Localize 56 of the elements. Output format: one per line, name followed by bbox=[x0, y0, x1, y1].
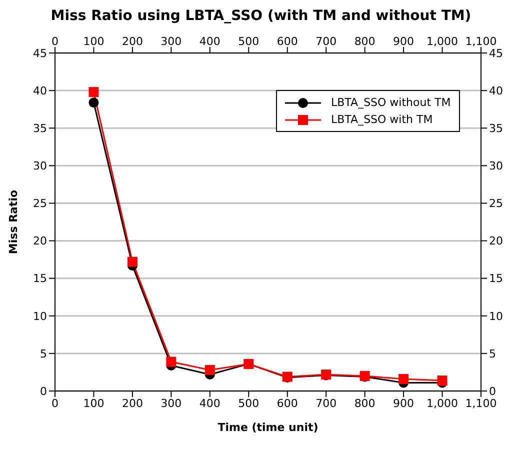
x2-tick-label: 700 bbox=[316, 396, 337, 410]
x-tick-label: 700 bbox=[316, 35, 337, 48]
x-tick-label: 0 bbox=[52, 35, 58, 48]
point bbox=[88, 87, 99, 98]
y2-tick-label: 10 bbox=[489, 310, 503, 323]
y-tick-label: 15 bbox=[33, 272, 47, 286]
y2-tick-label: 45 bbox=[489, 46, 503, 60]
x2-tick-label: 100 bbox=[83, 396, 104, 410]
x2-tick-label: 400 bbox=[199, 396, 220, 410]
x-tick-label: 400 bbox=[199, 35, 220, 48]
point bbox=[88, 98, 99, 108]
y2-tick-label: 0 bbox=[489, 384, 496, 398]
y2-tick-label: 5 bbox=[489, 347, 496, 360]
chart-title: Miss Ratio using LBTA_SSO (with TM and without TM) bbox=[50, 8, 472, 24]
y-axis-title: Miss Ratio bbox=[6, 190, 20, 254]
point bbox=[437, 375, 448, 386]
y-tick-label: 45 bbox=[33, 46, 47, 60]
x2-tick-label: 0 bbox=[52, 396, 58, 410]
x2-tick-label: 500 bbox=[238, 396, 260, 410]
x-tick-label: 600 bbox=[276, 35, 298, 48]
x-axis-title: Time (time unit) bbox=[218, 421, 318, 434]
x-tick-label: 500 bbox=[238, 35, 260, 48]
x2-tick-label: 800 bbox=[354, 396, 376, 410]
x-tick-label: 300 bbox=[160, 35, 182, 48]
y2-tick-label: 40 bbox=[489, 84, 503, 98]
point bbox=[398, 374, 409, 384]
y2-tick-label: 35 bbox=[489, 122, 503, 136]
y-tick-label: 30 bbox=[33, 160, 47, 173]
point bbox=[204, 364, 215, 375]
y2-tick-label: 20 bbox=[489, 234, 503, 248]
y-tick-label: 10 bbox=[33, 310, 47, 323]
point bbox=[166, 356, 176, 367]
y-tick-label: 25 bbox=[33, 197, 47, 210]
legend-label: LBTA_SSO without TM bbox=[331, 96, 451, 109]
y-tick-label: 5 bbox=[40, 347, 47, 360]
y-tick-label: 35 bbox=[33, 122, 47, 136]
x2-tick-label: 1,100 bbox=[465, 396, 497, 410]
y2-tick-label: 25 bbox=[489, 197, 503, 210]
y2-tick-label: 30 bbox=[489, 160, 503, 173]
x-tick-label: 900 bbox=[393, 35, 414, 48]
point bbox=[127, 256, 138, 267]
x2-tick-label: 900 bbox=[393, 396, 414, 410]
x2-tick-label: 200 bbox=[122, 396, 143, 410]
y2-tick-label: 15 bbox=[489, 272, 503, 286]
x2-tick-label: 1,000 bbox=[426, 396, 458, 410]
x2-tick-label: 300 bbox=[160, 396, 182, 410]
x-tick-label: 200 bbox=[122, 35, 143, 48]
x-tick-label: 1,000 bbox=[426, 35, 458, 48]
x-tick-label: 800 bbox=[354, 35, 376, 48]
y-tick-label: 40 bbox=[33, 84, 47, 98]
legend-label: LBTA_SSO with TM bbox=[331, 113, 433, 126]
x2-tick-label: 600 bbox=[276, 396, 298, 410]
x-tick-label: 1,100 bbox=[465, 35, 497, 48]
y-tick-label: 0 bbox=[40, 384, 47, 398]
y-tick-label: 20 bbox=[33, 234, 47, 248]
x-tick-label: 100 bbox=[83, 35, 104, 48]
